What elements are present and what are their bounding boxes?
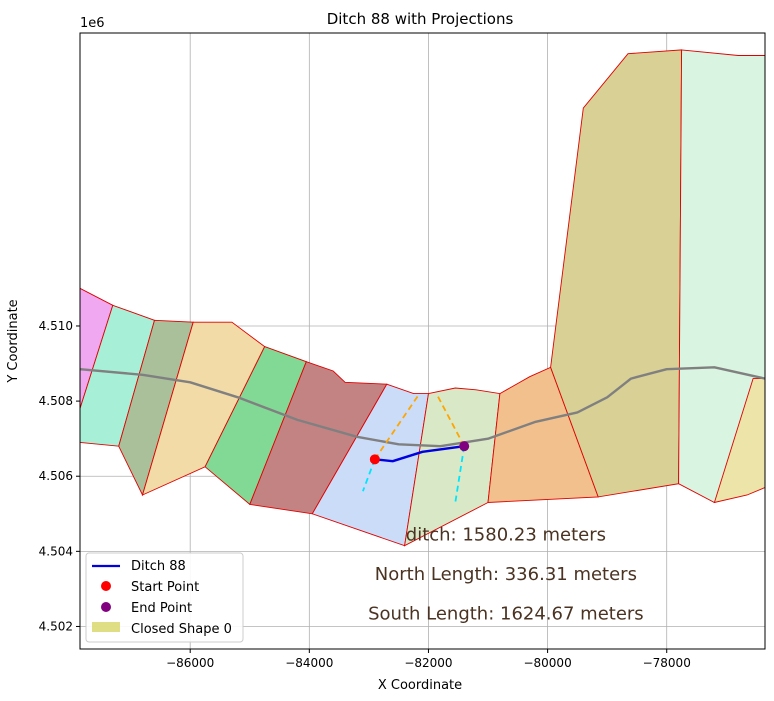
closed-shapes xyxy=(80,49,765,547)
legend-ditch-label: Ditch 88 xyxy=(131,559,186,574)
north-projection-line xyxy=(374,393,421,460)
legend-end-swatch xyxy=(101,602,111,612)
annotations: ditch: 1580.23 meters North Length: 336.… xyxy=(368,524,644,624)
plot-area xyxy=(80,33,765,649)
north-length-label: North Length: 336.31 meters xyxy=(375,564,637,585)
y-tick-label: 4.508 xyxy=(39,394,73,408)
end-point-marker xyxy=(459,441,470,452)
legend-start-swatch xyxy=(101,581,111,591)
y-axis-ticks: 4.502 4.504 4.506 4.508 4.510 xyxy=(39,319,80,633)
x-axis-label: X Coordinate xyxy=(378,678,462,693)
x-tick-label: −80000 xyxy=(523,656,571,670)
start-point-marker xyxy=(369,454,380,465)
legend-shape-swatch xyxy=(92,622,120,632)
x-tick-label: −82000 xyxy=(404,656,452,670)
south-length-label: South Length: 1624.67 meters xyxy=(368,603,644,624)
ditch-88-line xyxy=(374,445,465,463)
legend: Ditch 88 Start Point End Point Closed Sh… xyxy=(85,552,244,643)
ditch-length-label: ditch: 1580.23 meters xyxy=(406,524,606,545)
lines xyxy=(80,366,765,503)
legend-start-label: Start Point xyxy=(131,580,199,595)
south-projection-line xyxy=(362,458,376,492)
x-tick-label: −78000 xyxy=(643,656,691,670)
y-offset-label: 1e6 xyxy=(80,16,105,31)
x-tick-label: −84000 xyxy=(285,656,333,670)
x-tick-label: −86000 xyxy=(166,656,214,670)
chart-title: Ditch 88 with Projections xyxy=(327,10,514,28)
plot-frame xyxy=(79,32,766,650)
y-tick-label: 4.506 xyxy=(39,469,73,483)
y-tick-label: 4.504 xyxy=(39,544,73,558)
y-tick-label: 4.510 xyxy=(39,319,73,333)
legend-shape-label: Closed Shape 0 xyxy=(131,622,232,637)
y-tick-label: 4.502 xyxy=(39,619,73,633)
legend-end-label: End Point xyxy=(131,601,192,616)
x-axis-ticks: −86000 −84000 −82000 −80000 −78000 xyxy=(166,649,691,670)
legend-box xyxy=(85,552,244,643)
y-axis-label: Y Coordinate xyxy=(6,299,21,383)
closed-shape-polygon xyxy=(678,49,765,503)
